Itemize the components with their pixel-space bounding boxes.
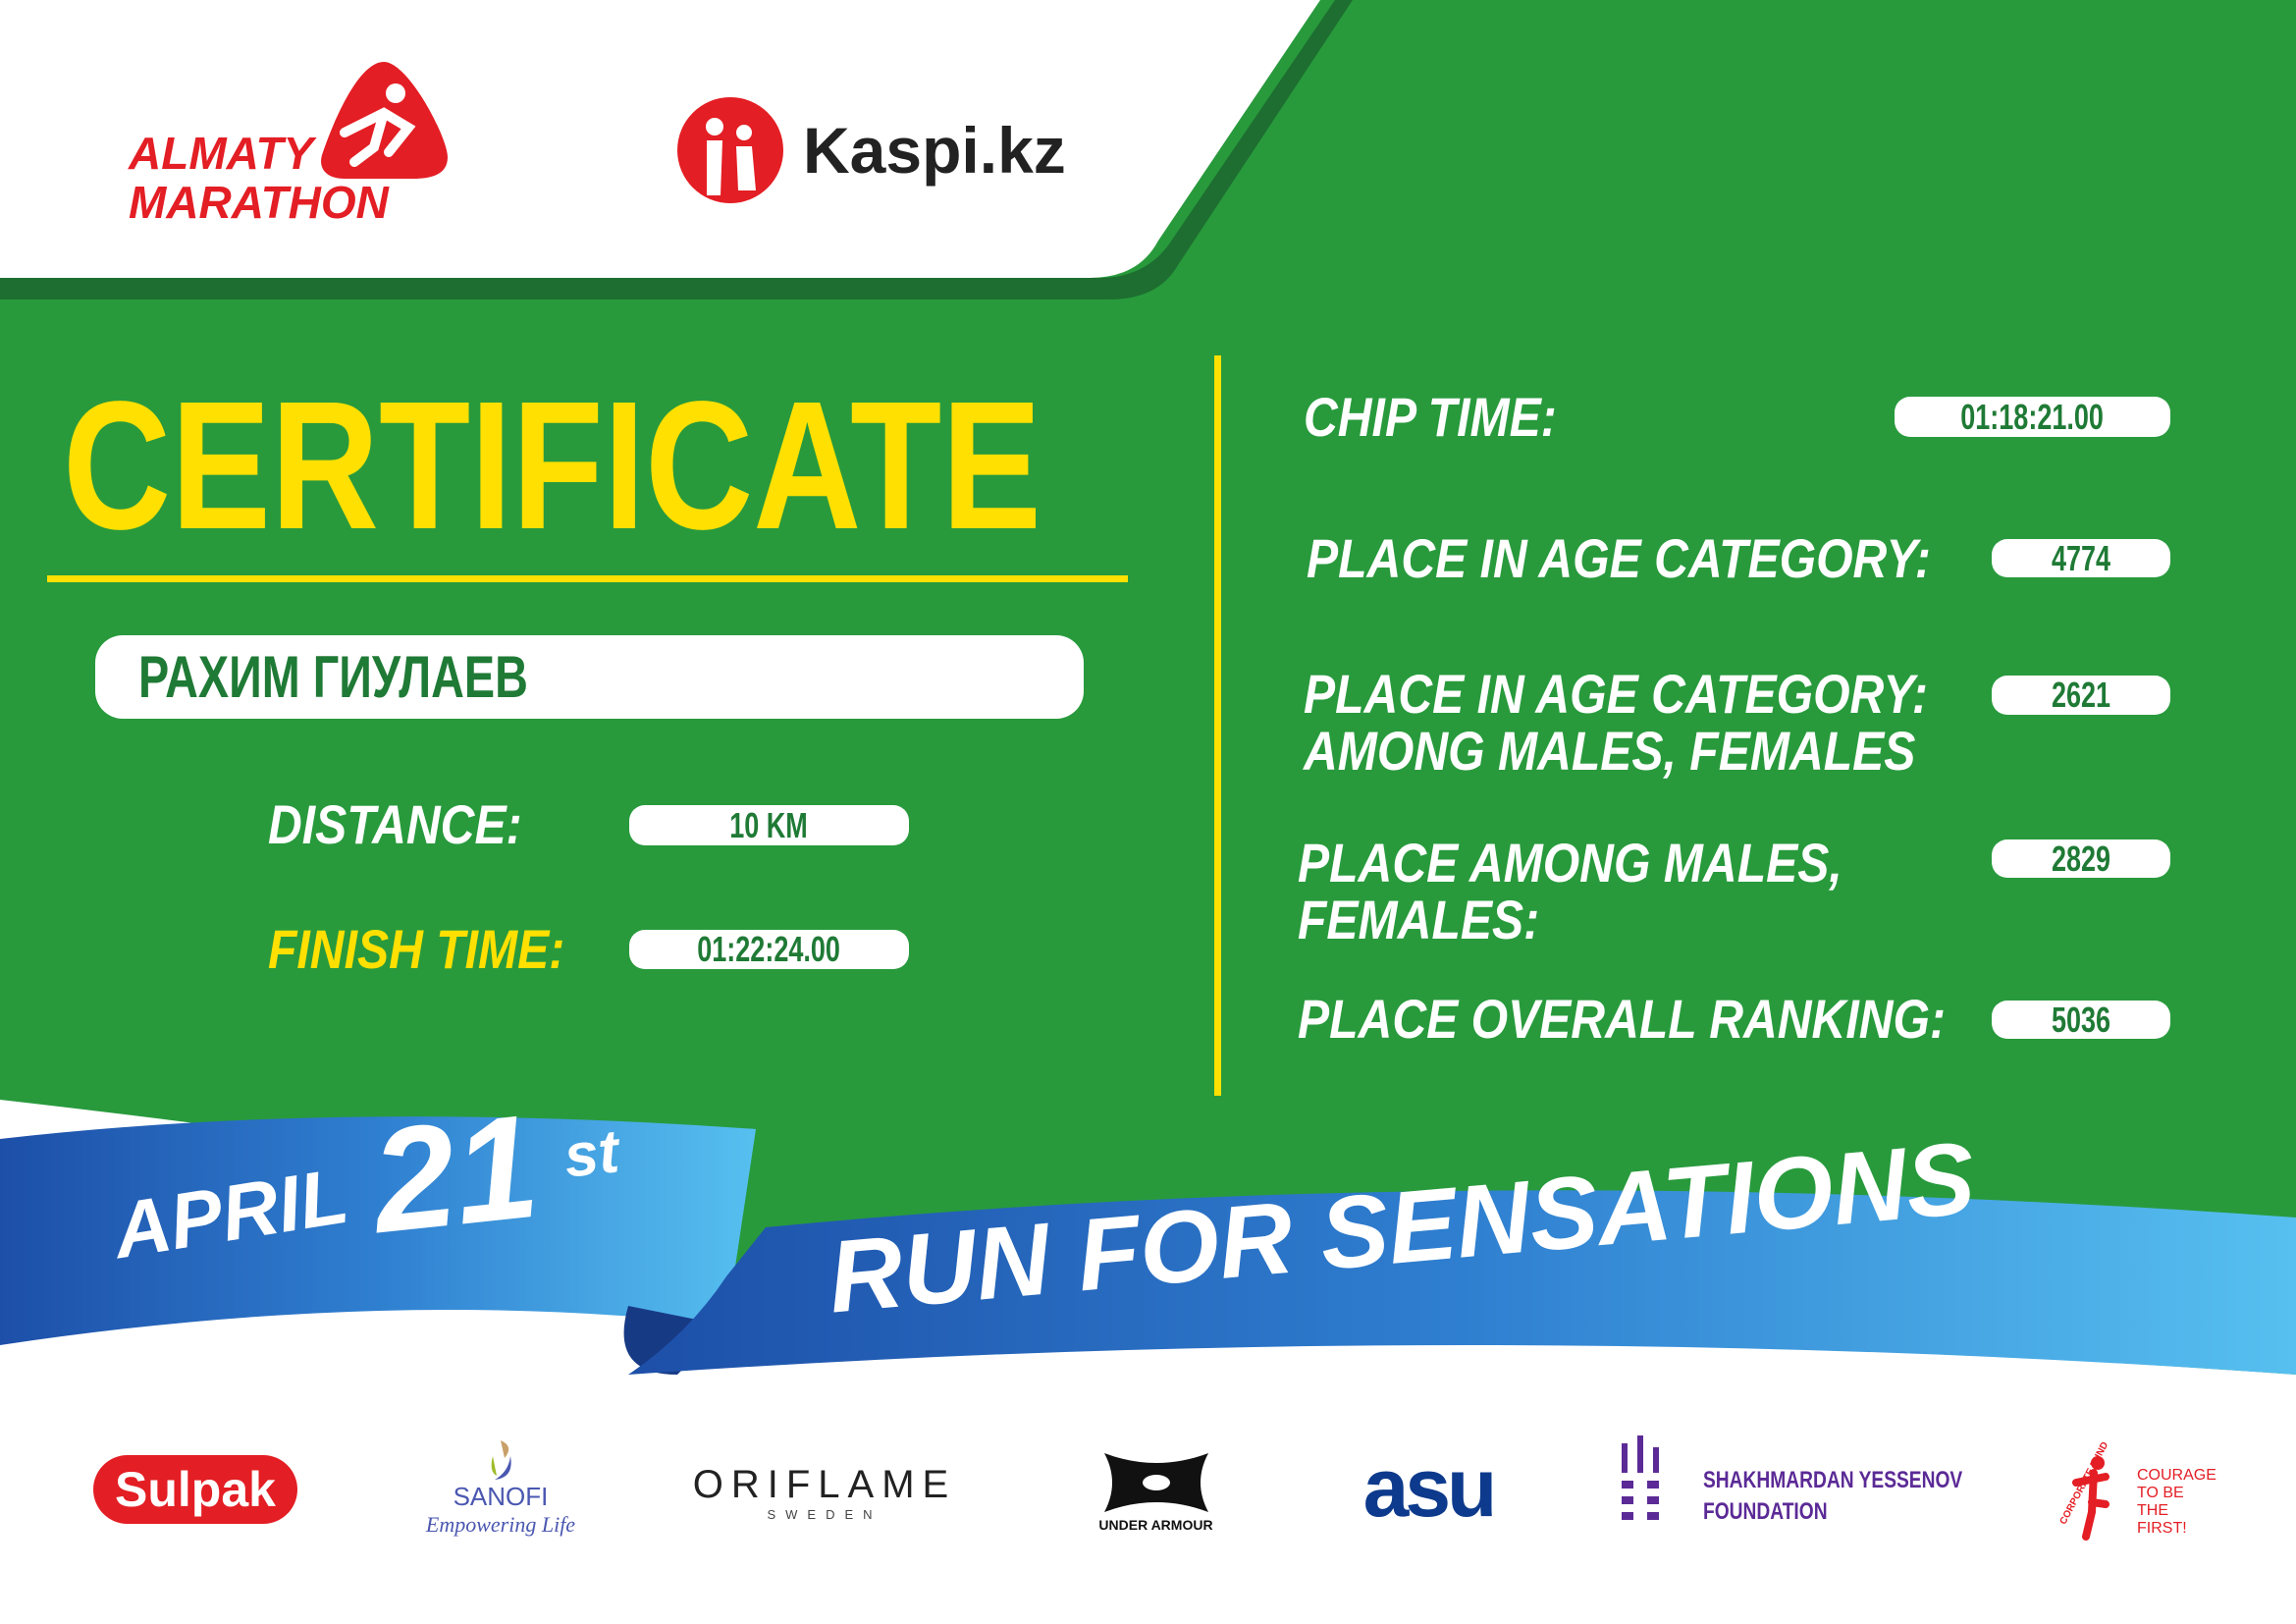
finish-time-value: 01:22:24.00 <box>629 929 909 969</box>
courage-fund-logo: CORPORATE FUND COURAGE TO BE THE FIRST! <box>2056 1440 2216 1542</box>
chip-time-label: CHIP TIME: <box>1304 386 1557 448</box>
sulpak-logo: Sulpak <box>93 1455 297 1524</box>
certificate-title: CERTIFICATE <box>63 364 1041 568</box>
yessenov-icon <box>1622 1435 1659 1520</box>
date-ribbon <box>0 1100 2296 1624</box>
overall-ranking-label: PLACE OVERALL RANKING: <box>1298 988 1946 1050</box>
yessenov-foundation-logo: SHAKHMARDAN YESSENOV FOUNDATION <box>1620 1435 1962 1525</box>
finish-time-label: FINISH TIME: <box>268 918 565 980</box>
logo-line-1: ALMATY <box>129 128 314 179</box>
kaspi-logo: Kaspi.kz <box>677 96 1066 203</box>
header-panel <box>0 0 1353 299</box>
title-underline <box>47 575 1128 582</box>
kaspi-icon <box>677 96 783 203</box>
courage-runner-icon <box>2072 1456 2109 1541</box>
sanofi-icon <box>491 1439 511 1480</box>
under-armour-icon <box>1103 1453 1208 1512</box>
divider <box>1214 355 1221 1096</box>
chip-time-value: 01:18:21.00 <box>1895 397 2170 437</box>
logo-line-2: MARATHON <box>129 177 389 228</box>
asu-logo: asu <box>1362 1441 1498 1534</box>
distance-label: DISTANCE: <box>268 793 522 855</box>
gender-place-label-2: FEMALES: <box>1298 889 1540 950</box>
age-category-gender-label-1: PLACE IN AGE CATEGORY: <box>1304 663 1928 725</box>
participant-name: РАХИМ ГИУЛАЕВ <box>138 644 528 710</box>
under-armour-logo: UNDER ARMOUR <box>1075 1441 1237 1540</box>
almaty-marathon-logo: ALMATY MARATHON <box>129 59 453 231</box>
distance-value: 10 KM <box>629 805 909 845</box>
age-category-gender-label-2: AMONG MALES, FEMALES <box>1304 720 1916 782</box>
oriflame-logo: ORIFLAME SWEDEN <box>692 1463 957 1522</box>
age-category-place-value: 4774 <box>1992 538 2170 578</box>
gender-place-label-1: PLACE AMONG MALES, <box>1298 832 1842 893</box>
ribbon-day: 21 <box>364 1082 546 1265</box>
kaspi-text: Kaspi.kz <box>803 113 1066 187</box>
sanofi-logo: SANOFI Empowering Life <box>412 1429 589 1546</box>
age-category-place-label: PLACE IN AGE CATEGORY: <box>1307 527 1931 589</box>
name-field: РАХИМ ГИУЛАЕВ <box>95 635 1084 719</box>
runner-icon <box>321 62 448 179</box>
gender-place-value: 2829 <box>1992 839 2170 879</box>
age-category-gender-value: 2621 <box>1992 675 2170 715</box>
overall-ranking-value: 5036 <box>1992 1000 2170 1040</box>
ribbon-day-suffix: st <box>561 1117 622 1191</box>
